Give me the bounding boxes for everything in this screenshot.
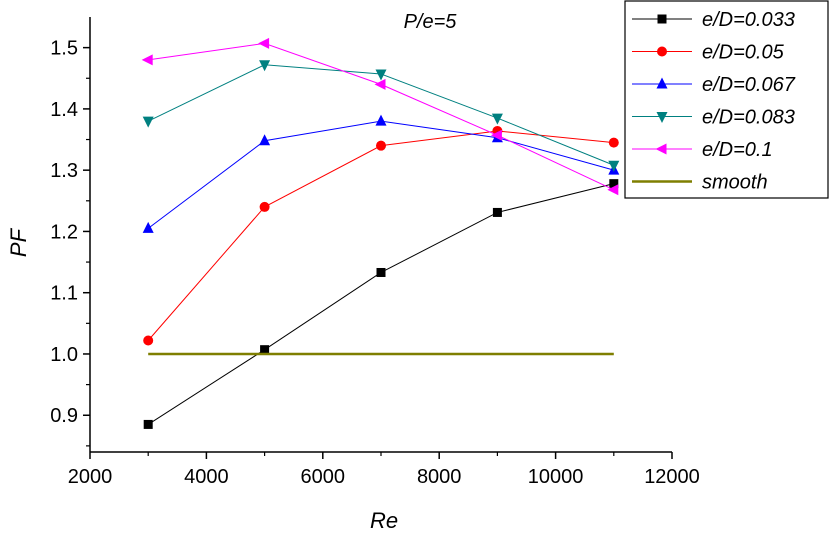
x-tick-label: 12000 [644, 466, 700, 488]
x-tick-label: 10000 [528, 466, 584, 488]
legend-box [624, 0, 829, 199]
chart-annotation: P/e=5 [404, 11, 458, 33]
data-point [259, 134, 271, 146]
legend-entry: e/D=0.067 [632, 74, 796, 96]
data-point [142, 221, 154, 233]
data-point [374, 78, 386, 90]
data-point [259, 60, 271, 72]
data-point [375, 69, 387, 81]
data-point [259, 201, 270, 212]
data-point [608, 160, 620, 172]
data-point [143, 419, 153, 429]
x-tick-label: 2000 [68, 466, 113, 488]
y-tick-label: 1.0 [50, 344, 78, 366]
legend-entry: smooth [632, 172, 768, 194]
legend-marker [655, 143, 667, 155]
legend-entry: e/D=0.033 [632, 9, 795, 31]
series-line [147, 130, 614, 341]
y-tick-label: 1.4 [50, 99, 78, 121]
series-e/D=0.1 [141, 37, 619, 196]
legend-entry: e/D=0.05 [632, 42, 785, 64]
x-tick-label: 8000 [417, 466, 462, 488]
data-point [376, 267, 386, 277]
series-layer [141, 37, 620, 429]
legend-label: e/D=0.083 [702, 107, 795, 129]
data-point [260, 345, 270, 355]
y-axis-title: PF [6, 227, 31, 257]
data-point [141, 54, 153, 66]
series-e/D=0.033 [143, 179, 619, 429]
legend-label: e/D=0.05 [702, 42, 785, 64]
data-point [375, 114, 387, 126]
axes-layer: 2000 4000 6000 8000 10000 12000 0.9 1.0 1.1 1.2 1.… [50, 17, 700, 488]
legend-label: e/D=0.1 [702, 139, 773, 161]
series-e/D=0.05 [143, 125, 619, 346]
data-point [143, 335, 154, 346]
y-tick-label: 0.9 [50, 405, 78, 427]
y-tick-label: 1.1 [50, 283, 78, 305]
y-tick-label: 1.2 [50, 221, 78, 243]
legend-label: e/D=0.067 [702, 74, 796, 96]
legend-entry: e/D=0.083 [632, 107, 795, 129]
y-tick-label: 1.5 [50, 38, 78, 60]
x-axis-title: Re [370, 508, 398, 533]
series-e/D=0.083 [142, 60, 620, 172]
legend: e/D=0.033 e/D=0.05 e/D=0.067 e/D=0.083 e/D=0… [624, 0, 829, 199]
legend-marker [656, 112, 668, 123]
x-tick-label: 4000 [184, 466, 229, 488]
data-point [142, 116, 154, 128]
legend-marker [656, 77, 668, 89]
legend-marker [657, 14, 667, 24]
series-e/D=0.067 [142, 114, 620, 233]
data-point [608, 137, 619, 148]
data-point [258, 37, 270, 49]
y-tick-label: 1.3 [50, 160, 78, 182]
legend-label: e/D=0.033 [702, 9, 795, 31]
x-tick-label: 6000 [301, 466, 346, 488]
legend-entry: e/D=0.1 [632, 139, 773, 161]
data-point [376, 140, 386, 151]
data-point [491, 113, 503, 125]
data-point [607, 184, 619, 196]
legend-label: smooth [702, 172, 768, 194]
data-point [492, 207, 502, 217]
series-line [147, 183, 614, 425]
data-point [609, 179, 619, 189]
legend-marker [657, 46, 667, 57]
data-point [490, 129, 502, 141]
